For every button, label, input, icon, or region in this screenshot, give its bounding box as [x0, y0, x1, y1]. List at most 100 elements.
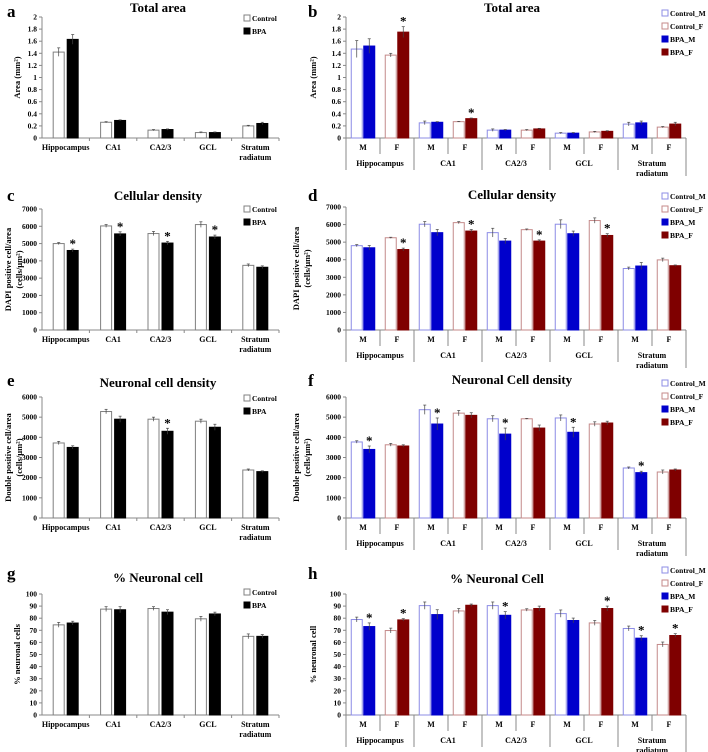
bar-bpa-f	[601, 234, 614, 331]
legend-label: Control_M	[670, 192, 706, 201]
bar-bpa	[161, 129, 174, 139]
y-axis-label: (cells/µm²)	[302, 249, 312, 287]
bar-control-m	[486, 605, 499, 716]
category-label: Hippocampus	[356, 351, 404, 360]
bar-bpa-f	[465, 230, 478, 331]
y-tick-label: 10	[334, 698, 342, 707]
bar-control-f	[588, 131, 601, 139]
category-label: radiatum	[636, 746, 668, 752]
panel-e: e Neuronal cell density Double positive ce…	[3, 371, 280, 542]
bar-bpa-m	[499, 433, 512, 519]
legend-label: BPA_M	[670, 35, 695, 44]
category-label: CA1	[440, 539, 456, 548]
subcategory-label: M	[631, 720, 639, 729]
bar-bpa	[114, 119, 127, 139]
bar-bpa-f	[669, 635, 682, 716]
bar-bpa	[256, 266, 269, 331]
category-label: CA1	[105, 720, 121, 729]
significance-star: *	[164, 228, 171, 243]
bar-bpa-f	[533, 608, 546, 716]
y-tick-label: 3000	[326, 453, 341, 462]
subcategory-label: F	[463, 720, 468, 729]
category-label: CA1	[105, 143, 121, 152]
bar-control-f	[656, 259, 669, 331]
y-tick-label: 4000	[326, 433, 341, 442]
bar-control	[194, 132, 207, 139]
legend-swatch	[243, 394, 251, 402]
y-axis-label: Double positive cell/area	[3, 412, 13, 501]
subcategory-label: F	[531, 523, 536, 532]
chart-title: Cellular density	[114, 188, 203, 203]
significance-star: *	[434, 405, 441, 420]
panel-letter: h	[308, 564, 318, 583]
bar-bpa	[114, 418, 127, 519]
y-tick-label: 1	[33, 73, 37, 82]
y-tick-label: 0	[33, 326, 37, 335]
legend-label: BPA_M	[670, 218, 695, 227]
category-label: CA1	[440, 736, 456, 745]
y-tick-label: 90	[30, 602, 38, 611]
legend-swatch	[661, 566, 669, 574]
legend-label: Control_F	[670, 22, 704, 31]
significance-star: *	[536, 227, 543, 242]
chart-title: % Neuronal Cell	[450, 571, 544, 586]
category-label: GCL	[575, 736, 592, 745]
legend-swatch	[661, 379, 669, 387]
significance-star: *	[638, 458, 645, 473]
y-tick-label: 0.6	[332, 97, 342, 106]
bar-control-m	[350, 48, 363, 139]
category-label: Stratum	[241, 335, 270, 344]
subcategory-label: F	[667, 143, 672, 152]
panel-g: g % Neuronal cell % neuronal cells 0 10 20 30 4…	[7, 564, 280, 739]
y-tick-label: 90	[334, 602, 342, 611]
y-tick-label: 100	[26, 590, 38, 599]
subcategory-label: F	[599, 143, 604, 152]
bar-control-f	[384, 237, 397, 331]
y-tick-label: 60	[334, 638, 342, 647]
category-label: CA2/3	[150, 523, 172, 532]
bar-bpa-f	[533, 427, 546, 519]
bar-bpa-f	[533, 128, 546, 139]
bar-bpa-m	[567, 233, 580, 331]
legend-swatch	[661, 192, 669, 200]
y-axis-label: DAPI positive cell/area	[291, 226, 301, 310]
bar-control	[100, 608, 113, 716]
significance-star: *	[570, 414, 577, 429]
category-label: CA2/3	[505, 539, 527, 548]
panel-h: h % Neuronal Cell % neuronal cell 0 10 20 30 40…	[308, 564, 706, 752]
y-tick-label: 0	[33, 711, 37, 720]
y-tick-label: 1.6	[28, 37, 38, 46]
legend-label: BPA	[252, 407, 267, 416]
y-tick-label: 1.8	[332, 25, 342, 34]
y-tick-label: 5000	[22, 239, 37, 248]
bar-bpa-m	[363, 448, 376, 519]
subcategory-label: M	[427, 335, 435, 344]
legend-swatch	[661, 205, 669, 213]
y-axis-label: DAPI positive cell/area	[3, 227, 13, 311]
category-label: Stratum	[241, 143, 270, 152]
significance-star: *	[502, 415, 509, 430]
y-tick-label: 0	[33, 514, 37, 523]
subcategory-label: M	[359, 143, 367, 152]
category-label: Stratum	[241, 720, 270, 729]
significance-star: *	[400, 14, 407, 29]
significance-star: *	[638, 623, 645, 638]
legend-swatch	[661, 218, 669, 226]
y-tick-label: 30	[334, 674, 342, 683]
category-label: Hippocampus	[356, 539, 404, 548]
y-tick-label: 100	[330, 590, 342, 599]
y-tick-label: 1	[337, 73, 341, 82]
y-tick-label: 3000	[22, 453, 37, 462]
category-label: radiatum	[239, 730, 271, 739]
bar-control	[147, 608, 160, 716]
y-tick-label: 20	[334, 686, 342, 695]
bar-bpa-f	[397, 249, 410, 331]
bar-bpa	[66, 622, 79, 716]
legend-label: BPA_M	[670, 592, 695, 601]
y-tick-label: 5000	[326, 413, 341, 422]
y-tick-label: 70	[30, 626, 38, 635]
bar-bpa-m	[363, 45, 376, 139]
subcategory-label: M	[359, 335, 367, 344]
panel-letter: c	[7, 186, 15, 205]
chart-title: Total area	[484, 0, 540, 15]
